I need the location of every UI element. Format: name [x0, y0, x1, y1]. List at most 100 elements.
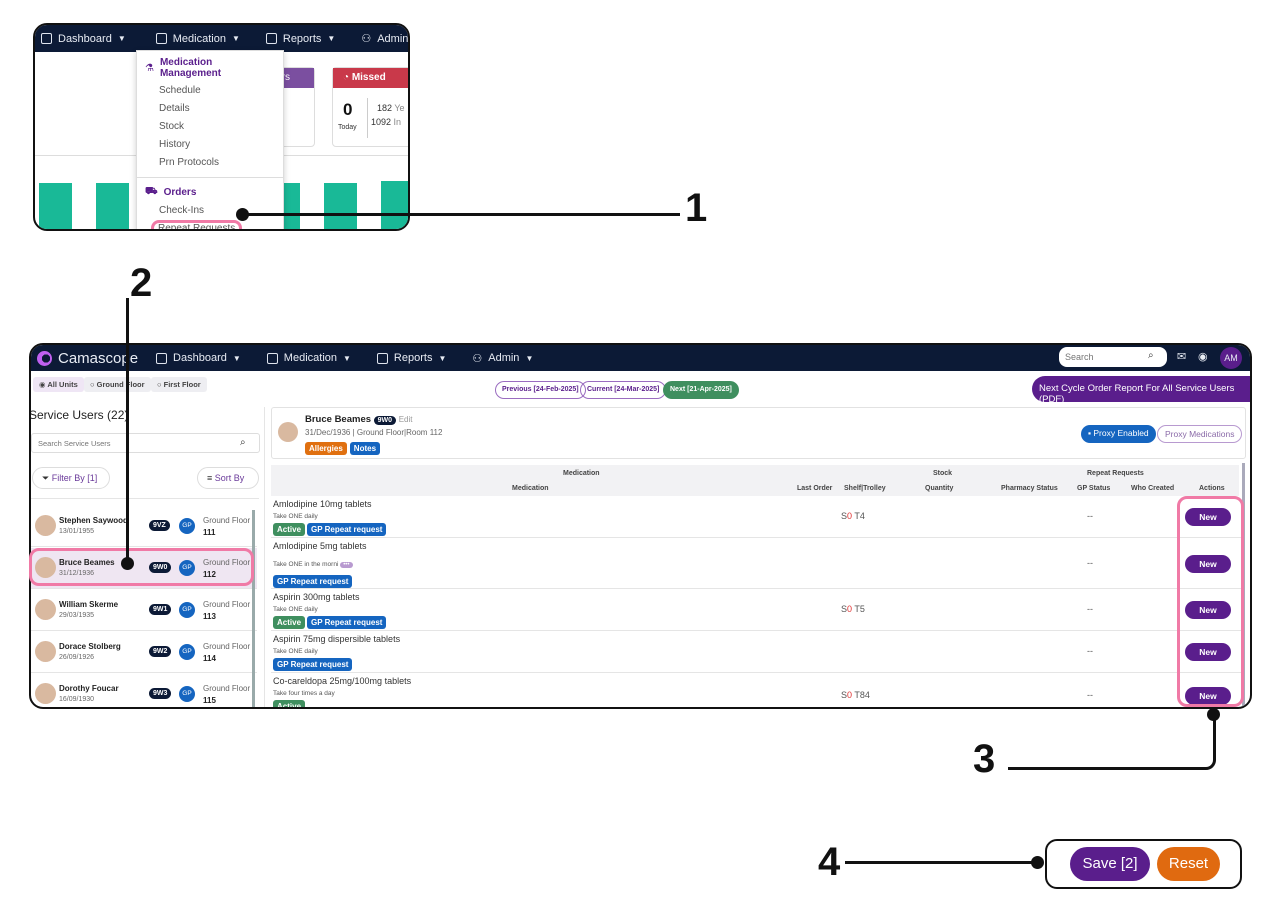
chart-bar — [324, 183, 357, 229]
nav-reports[interactable]: Reports ▼ — [265, 33, 335, 45]
search-icon[interactable]: ⌕ — [1148, 350, 1154, 361]
medication-dropdown-menu: ⚗ Medication Management Schedule Details St… — [136, 50, 284, 229]
cycle-next[interactable]: Next [21-Apr-2025] — [663, 381, 739, 399]
nav-dashboard[interactable]: Dashboard ▼ — [41, 33, 126, 45]
yesterday-count: 182 — [377, 103, 393, 113]
new-request-button[interactable]: New — [1185, 687, 1231, 705]
save-button[interactable]: Save [2] — [1070, 847, 1150, 881]
mail-icon[interactable]: ✉ — [1177, 351, 1187, 363]
service-user-row[interactable]: Stephen Saywood 13/01/1955 9VZ GP Ground Flo… — [31, 506, 257, 547]
menu-header-orders: ⛟ Orders — [137, 178, 283, 202]
unit-all-units[interactable]: ◉ All Units — [33, 377, 84, 392]
menu-item-schedule[interactable]: Schedule — [159, 85, 201, 96]
avatar — [35, 641, 56, 662]
medication-row: Co-careldopa 25mg/100mg tablets Take four… — [271, 673, 1243, 707]
cycle-current[interactable]: Current [24-Mar-2025] — [580, 381, 667, 399]
menu-item-stock[interactable]: Stock — [159, 121, 185, 132]
group-header-medication: Medication — [563, 470, 600, 477]
callout-number-1: 1 — [685, 186, 708, 230]
nav-label: Medication — [172, 32, 226, 45]
chevron-down-icon: ▼ — [343, 353, 351, 363]
shelf-count: 0 — [847, 690, 853, 700]
cycle-previous[interactable]: Previous [24-Feb-2025] — [495, 381, 586, 399]
gp-badge: GP — [179, 686, 195, 702]
sort-by-button[interactable]: ≡ Sort By — [197, 467, 259, 489]
allergies-badge[interactable]: Allergies — [305, 442, 347, 455]
active-badge: Active — [273, 700, 306, 707]
user-room: 111 — [203, 528, 216, 537]
service-user-row[interactable]: Bruce Beames 31/12/1936 9W0 GP Ground Floor 1… — [31, 548, 257, 589]
new-request-button[interactable]: New — [1185, 555, 1231, 573]
menu-item-check-ins[interactable]: Check-Ins — [159, 205, 205, 216]
status-tags: GP Repeat request — [273, 658, 353, 671]
patient-name: Bruce Beames — [305, 414, 372, 425]
menu-item-details[interactable]: Details — [159, 103, 190, 114]
proxy-medications-button[interactable]: Proxy Medications — [1157, 425, 1243, 443]
edit-link[interactable]: Edit — [398, 415, 413, 424]
global-search-input[interactable] — [1059, 347, 1167, 367]
nav-admin[interactable]: ⚇Admin▼ — [361, 32, 408, 46]
service-user-row[interactable]: William Skerme 29/03/1935 9W1 GP Ground Floo… — [31, 590, 257, 631]
new-request-button[interactable]: New — [1185, 508, 1231, 526]
pills-icon: ⚗ — [145, 62, 154, 74]
notes-badge[interactable]: Notes — [349, 442, 381, 455]
patient-photo — [278, 422, 298, 442]
menu-item-repeat-requests[interactable]: Repeat Requests — [137, 220, 283, 229]
search-service-users-input[interactable] — [31, 433, 260, 453]
nav-medication[interactable]: Medication ▼ — [155, 32, 240, 45]
service-user-row[interactable]: Dorothy Foucar 16/09/1930 9W3 GP Ground Floo… — [31, 674, 257, 707]
patient-floor: Ground Floor — [356, 428, 405, 437]
unit-first-floor[interactable]: ○ First Floor — [151, 377, 207, 392]
avatar[interactable]: AM — [1220, 347, 1242, 369]
reports-icon — [376, 352, 388, 364]
proxy-enabled-button[interactable]: ▪ Proxy Enabled — [1081, 425, 1156, 443]
next-cycle-report-button[interactable]: Next Cycle Order Report For All Service … — [1032, 376, 1250, 405]
nav-admin[interactable]: ⚇Admin▼ — [472, 352, 533, 365]
patient-room: Room 112 — [406, 428, 443, 437]
menu-item-history[interactable]: History — [159, 139, 191, 150]
group-header-repeat: Repeat Requests — [1087, 470, 1144, 477]
gp-repeat-request-badge: GP Repeat request — [307, 523, 387, 536]
user-code-badge: 9W3 — [149, 688, 172, 699]
service-user-row[interactable]: Dorace Stolberg 26/09/1926 9W2 GP Ground Flo… — [31, 632, 257, 673]
medication-row: Aspirin 75mg dispersible tablets Take ONE… — [271, 631, 1243, 673]
medication-row: Aspirin 300mg tablets Take ONE daily Activ… — [271, 589, 1243, 631]
admin-icon: ⚇ — [472, 352, 483, 365]
unit-ground-floor[interactable]: ○ Ground Floor — [84, 377, 151, 392]
user-dob: 31/12/1936 — [59, 570, 95, 577]
user-floor: Ground Floor — [203, 684, 251, 693]
nav-reports[interactable]: Reports ▼ — [376, 352, 446, 364]
callout-number-4: 4 — [818, 840, 841, 884]
eye-icon[interactable]: ◉ — [1198, 351, 1208, 363]
column-who-created: Who Created — [1131, 485, 1175, 492]
shelf-trolley: S0 T4 — [841, 511, 865, 521]
missed-card[interactable]: ◔ Missed 0 Today 182 Ye 1092 In — [332, 67, 408, 147]
medication-icon — [266, 352, 278, 364]
more-icon[interactable]: ••• — [340, 562, 353, 568]
nav-medication[interactable]: Medication ▼ — [266, 352, 351, 364]
new-request-button[interactable]: New — [1185, 601, 1231, 619]
app-nav: Camascope Dashboard ▼ Medication ▼ Reports… — [31, 345, 1250, 371]
today-label: Today — [338, 124, 357, 131]
menu-item-prn-protocols[interactable]: Prn Protocols — [159, 157, 220, 168]
avatar — [35, 515, 56, 536]
sidebar-scrollbar[interactable] — [252, 510, 255, 707]
proxy-enabled-label: Proxy Enabled — [1093, 428, 1149, 438]
callout-line-2 — [126, 298, 129, 564]
medication-row: Amlodipine 5mg tablets Take ONE in the mo… — [271, 538, 1243, 589]
menu-header-label: Medication Management — [159, 57, 222, 79]
user-code-badge: 9W2 — [149, 646, 172, 657]
medication-instructions: Take ONE in the morni ••• — [273, 561, 353, 568]
column-last-order: Last Order — [797, 485, 833, 492]
user-name: William Skerme — [59, 600, 119, 609]
nav-dashboard[interactable]: Dashboard ▼ — [156, 352, 241, 364]
gp-badge: GP — [179, 602, 195, 618]
new-request-button[interactable]: New — [1185, 643, 1231, 661]
user-dob: 13/01/1955 — [59, 528, 95, 535]
search-icon[interactable]: ⌕ — [240, 437, 246, 448]
chevron-down-icon: ▼ — [232, 353, 241, 363]
reset-button[interactable]: Reset — [1157, 847, 1220, 881]
status-tags: Active GP Repeat request — [273, 616, 387, 629]
filter-by-button[interactable]: ⏷ Filter By [1] — [32, 467, 110, 489]
logo[interactable]: Camascope — [37, 350, 138, 367]
